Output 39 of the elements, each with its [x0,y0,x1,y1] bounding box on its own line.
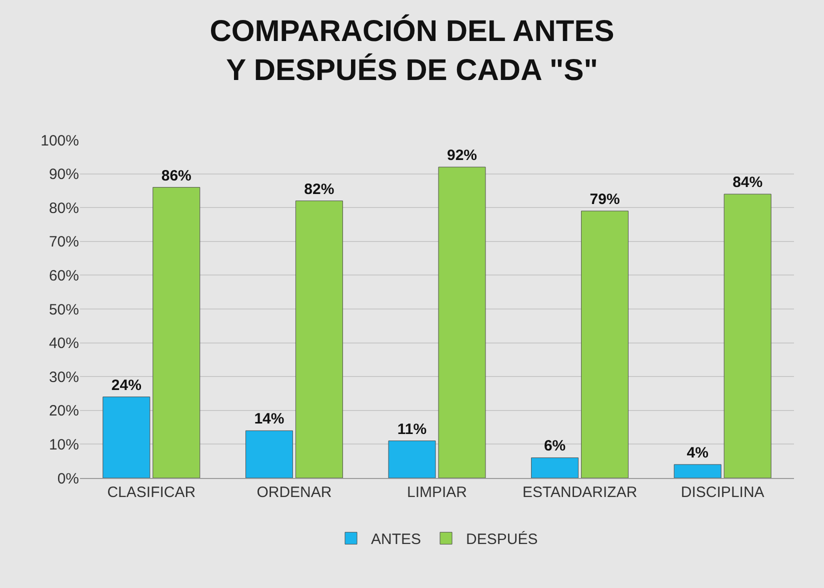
y-tick-label: 50% [48,301,79,318]
bar [152,187,200,478]
bar [581,210,629,478]
data-label: 82% [304,180,334,198]
bar [674,464,722,478]
data-label: 86% [161,167,192,184]
bar [102,396,150,478]
x-tick-label: DISCIPLINA [680,484,764,501]
data-label: 4% [686,444,708,462]
y-tick-label: 30% [48,368,79,386]
data-label: 6% [544,438,566,455]
y-tick-label: 20% [48,402,79,420]
bar [388,440,436,478]
y-tick-label: 80% [48,200,79,217]
y-tick-label: 40% [48,335,79,352]
bar [531,457,579,478]
y-tick-label: 60% [48,267,79,284]
x-tick-label: LIMPIAR [406,484,468,501]
data-label: 14% [254,410,284,428]
legend-label: DESPUÉS [466,530,538,548]
data-label: 84% [732,174,763,192]
legend-label: ANTES [371,531,422,548]
y-tick-label: 10% [48,436,79,454]
y-tick-label: 100% [40,132,79,150]
bar [295,200,343,478]
bar [724,194,772,478]
bar [438,166,486,478]
bar [245,430,293,478]
x-tick-label: CLASIFICAR [107,484,196,501]
data-label: 11% [397,420,427,438]
x-tick-label: ORDENAR [256,484,332,501]
y-tick-label: 90% [48,166,79,184]
data-label: 92% [446,147,478,164]
chart-title: COMPARACIÓN DEL ANTES Y DESPUÉS DE CADA "S" [210,14,614,88]
data-label: 79% [590,190,620,208]
y-tick-label: 70% [48,234,79,251]
data-label: 24% [111,376,142,394]
x-tick-label: ESTANDARIZAR [522,484,638,501]
y-tick-label: 0% [57,470,79,488]
